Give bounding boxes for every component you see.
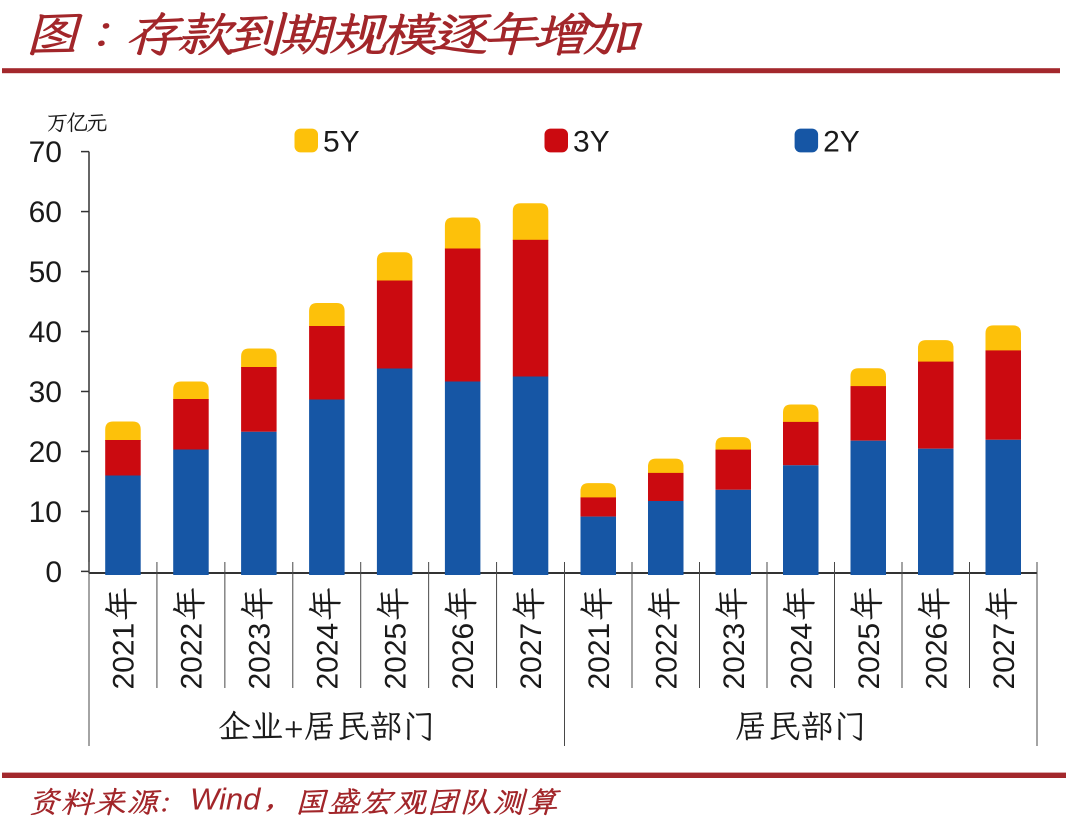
svg-text:0: 0 <box>45 556 62 589</box>
svg-text:50: 50 <box>29 256 62 289</box>
svg-text:2025: 2025 <box>853 623 886 690</box>
svg-text:2023: 2023 <box>243 623 276 690</box>
svg-text:2021: 2021 <box>583 623 616 690</box>
svg-text:2022: 2022 <box>650 623 683 690</box>
svg-text:5Y: 5Y <box>323 126 360 159</box>
svg-text:2027: 2027 <box>515 623 548 690</box>
svg-text:10: 10 <box>29 496 62 529</box>
svg-text:2021: 2021 <box>108 623 141 690</box>
svg-text:2022: 2022 <box>176 623 209 690</box>
svg-text:2024: 2024 <box>785 623 818 690</box>
svg-text:2027: 2027 <box>988 623 1021 690</box>
svg-text:2026: 2026 <box>447 623 480 690</box>
svg-text:2025: 2025 <box>379 623 412 690</box>
svg-text:30: 30 <box>29 376 62 409</box>
svg-text:70: 70 <box>29 136 62 169</box>
svg-text:2024: 2024 <box>311 623 344 690</box>
svg-text:2Y: 2Y <box>823 126 860 159</box>
svg-text:60: 60 <box>29 196 62 229</box>
svg-text:Wind: Wind <box>190 782 262 817</box>
svg-text:2023: 2023 <box>718 623 751 690</box>
svg-text:3Y: 3Y <box>573 126 610 159</box>
svg-text:2026: 2026 <box>920 623 953 690</box>
svg-text:40: 40 <box>29 316 62 349</box>
svg-text:20: 20 <box>29 436 62 469</box>
